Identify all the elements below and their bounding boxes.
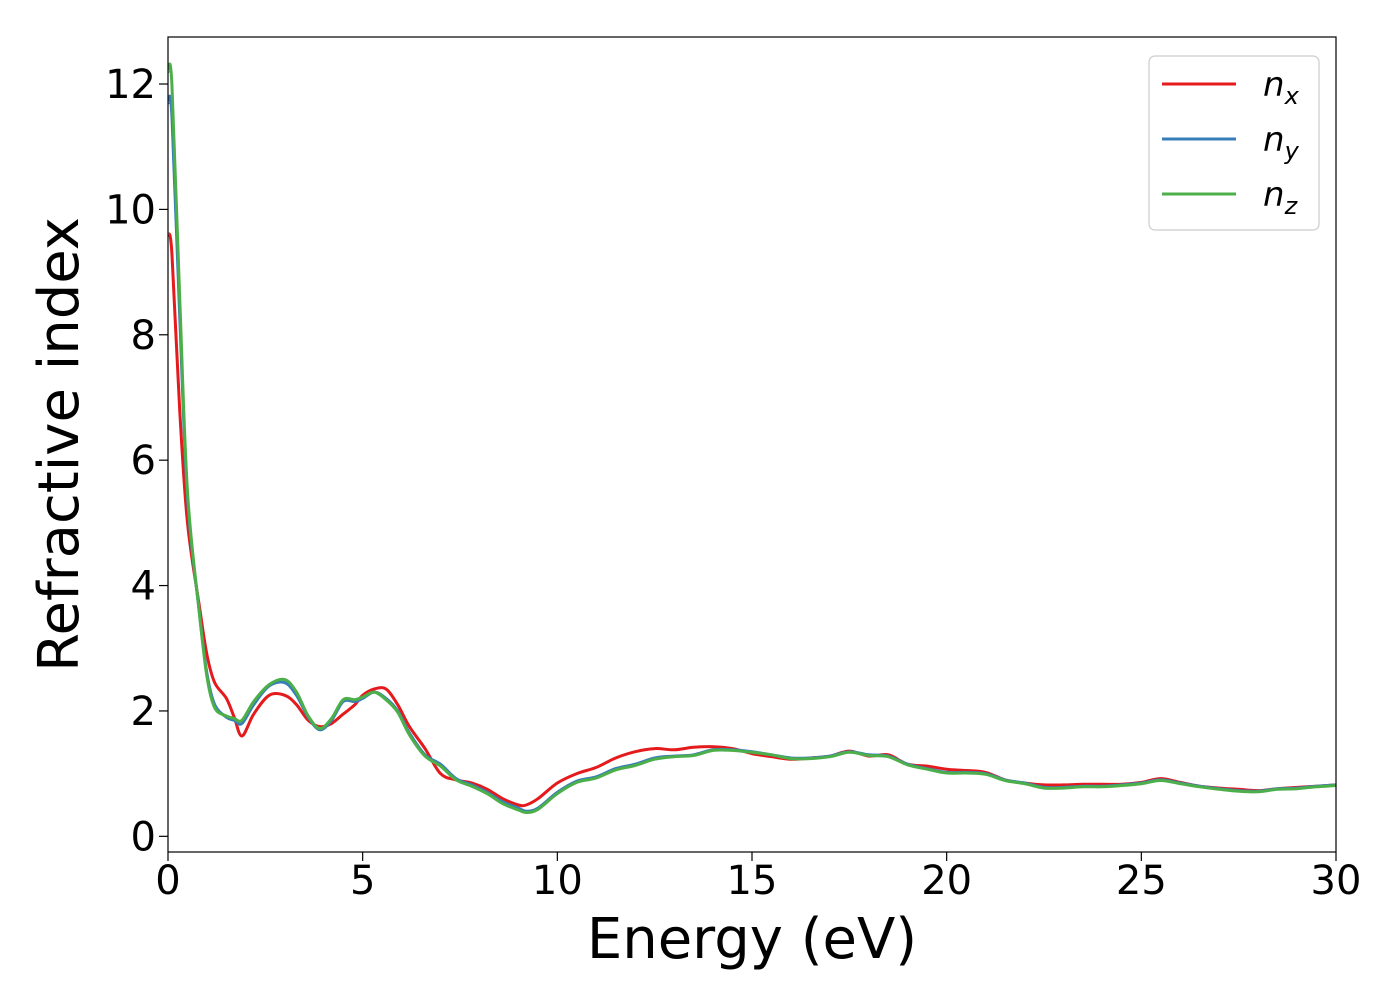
legend-label-y: ny	[1263, 120, 1300, 165]
y-tick-label: 10	[105, 187, 156, 233]
x-tick-label: 25	[1116, 858, 1167, 904]
y-axis-title: Refractive index	[27, 217, 92, 672]
x-axis-ticks: 0 5 10 15 20 25 30	[155, 852, 1361, 904]
x-tick-label: 5	[350, 858, 375, 904]
legend-label-x: nx	[1263, 65, 1300, 110]
legend-label-z: nz	[1263, 175, 1299, 220]
y-tick-label: 2	[131, 689, 156, 735]
x-axis-title: Energy (eV)	[587, 907, 917, 972]
x-tick-label: 20	[921, 858, 972, 904]
y-tick-label: 0	[131, 814, 156, 860]
x-tick-label: 15	[727, 858, 778, 904]
x-tick-label: 10	[532, 858, 583, 904]
y-tick-label: 8	[131, 313, 156, 359]
series-layer	[168, 62, 1336, 815]
legend: nx ny nz	[1148, 55, 1320, 231]
y-axis-ticks: 0 2 4 6 8 10 12	[105, 62, 168, 860]
x-tick-label: 30	[1311, 858, 1362, 904]
y-tick-label: 6	[131, 438, 156, 484]
series-line-x	[168, 232, 1336, 808]
y-tick-label: 12	[105, 62, 156, 108]
series-line-z	[168, 62, 1336, 815]
legend-box	[1148, 55, 1320, 231]
y-tick-label: 4	[131, 564, 156, 610]
x-tick-label: 0	[155, 858, 180, 904]
